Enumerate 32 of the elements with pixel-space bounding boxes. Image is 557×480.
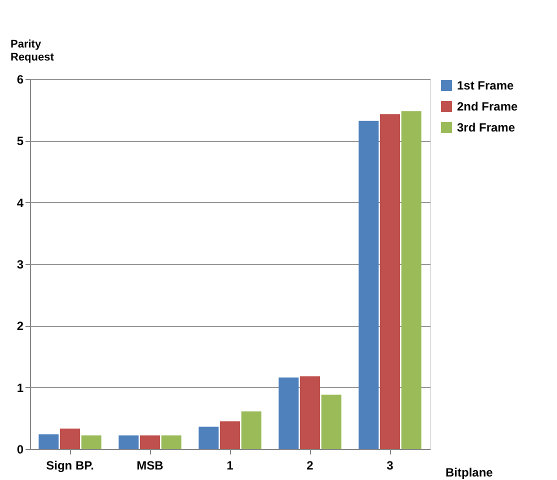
bar: [401, 111, 422, 449]
x-tick-label: 3: [386, 458, 394, 472]
legend-label: 2nd Frame: [457, 100, 518, 114]
bar: [241, 411, 262, 449]
x-axis-title: Bitplane: [446, 466, 494, 480]
bar: [358, 120, 379, 449]
bar: [300, 376, 320, 449]
bar: [38, 434, 59, 449]
bar: [140, 435, 160, 449]
y-tick-label: 4: [16, 196, 24, 210]
x-tick-label: MSB: [136, 458, 164, 472]
y-axis-title: Parity Request: [10, 38, 54, 64]
y-tick-label: 5: [16, 134, 24, 148]
bar: [81, 435, 102, 449]
bar: [220, 421, 240, 449]
legend-label: 1st Frame: [457, 78, 514, 92]
y-tick-label: 1: [16, 380, 24, 395]
y-tick-label: 2: [16, 319, 24, 334]
bar: [118, 435, 139, 449]
legend-label: 3rd Frame: [457, 120, 516, 134]
bar: [60, 428, 80, 449]
bar: [198, 426, 219, 449]
y-tick-label: 3: [16, 258, 24, 272]
x-tick-label: 1: [226, 458, 234, 472]
bar: [321, 394, 342, 449]
bar: [278, 377, 299, 449]
y-tick-label: 6: [16, 72, 24, 86]
x-tick-label: 2: [306, 458, 314, 472]
bar: [161, 435, 182, 449]
y-tick-label: 0: [16, 442, 24, 456]
x-tick-label: Sign BP.: [46, 458, 94, 472]
bar: [380, 114, 400, 449]
